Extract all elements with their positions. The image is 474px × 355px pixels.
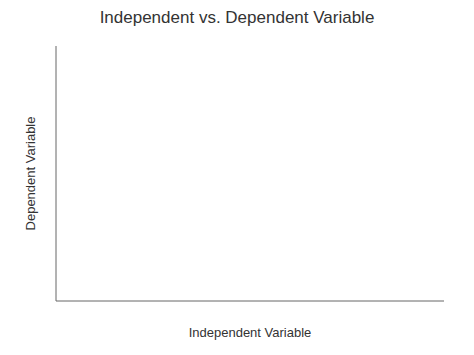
svg-text:Dependent Variable: Dependent Variable (23, 117, 38, 231)
html-text:Independent vs. Dependent Vari: Independent vs. Dependent Variable (99, 8, 375, 27)
svg-text:Independent Variable: Independent Variable (189, 325, 312, 340)
